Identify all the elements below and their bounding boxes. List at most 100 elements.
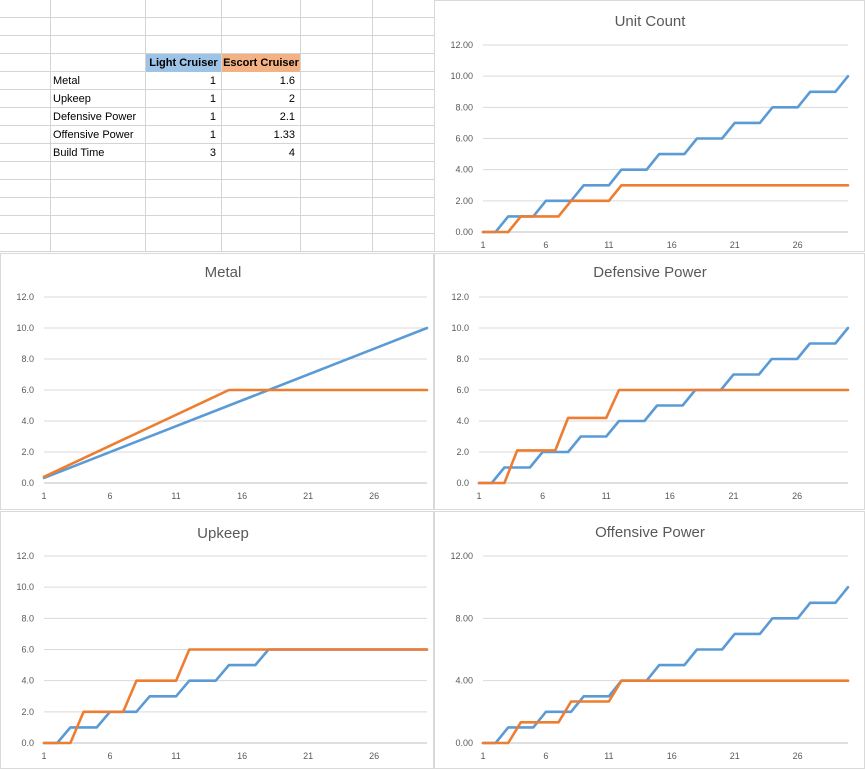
gridline: [0, 17, 434, 18]
y-tick-label: 0.0: [21, 738, 34, 748]
chart-upkeep[interactable]: Upkeep 0.0 2.0 4.0 6.0 8.0 10.0 12.0 1 6 11 16 21 26: [0, 511, 434, 769]
x-tick-label: 26: [369, 491, 379, 501]
y-tick-label: 4.00: [455, 676, 473, 686]
chart-title: Offensive Power: [595, 524, 705, 541]
y-tick-label: 2.00: [455, 196, 473, 206]
chart-unit-count[interactable]: Unit Count 0.00 2.00 4.00 6.00 8.00 10.00 12.0…: [434, 0, 865, 252]
y-tick-label: 10.0: [16, 323, 34, 333]
x-tick-label: 16: [237, 491, 247, 501]
y-tick-label: 10.00: [450, 71, 473, 81]
x-tick-label: 26: [793, 240, 803, 250]
x-tick-label: 21: [730, 240, 740, 250]
series-line-light-cruiser: [42, 648, 429, 745]
gridline: [221, 0, 222, 252]
x-tick-label: 26: [369, 751, 379, 761]
row-label[interactable]: Metal: [53, 75, 80, 87]
x-tick-label: 16: [667, 240, 677, 250]
light-cruiser-value[interactable]: 1: [209, 93, 216, 105]
gridline: [0, 179, 434, 180]
y-tick-label: 0.0: [21, 478, 34, 488]
x-tick-label: 11: [171, 751, 180, 761]
gridline: [0, 89, 434, 90]
y-tick-label: 12.00: [450, 40, 473, 50]
light-cruiser-value[interactable]: 1: [209, 75, 216, 87]
header-light-cruiser[interactable]: Light Cruiser: [146, 54, 221, 72]
y-tick-label: 2.0: [21, 447, 34, 457]
x-tick-label: 6: [543, 240, 548, 250]
x-tick-label: 16: [667, 751, 677, 761]
chart-svg: Unit Count 0.00 2.00 4.00 6.00 8.00 10.00 12.0…: [450, 13, 850, 250]
y-tick-label: 8.0: [456, 354, 469, 364]
x-tick-label: 21: [303, 491, 313, 501]
gridline: [0, 251, 434, 252]
y-tick-label: 8.0: [21, 354, 34, 364]
light-cruiser-value[interactable]: 3: [209, 147, 216, 159]
x-tick-label: 11: [602, 491, 611, 501]
y-tick-label: 8.00: [455, 102, 473, 112]
chart-defensive-power[interactable]: Defensive Power 0.0 2.0 4.0 6.0 8.0 10.0 12.0 1…: [434, 253, 865, 510]
x-tick-label: 1: [476, 491, 481, 501]
gridline: [0, 161, 434, 162]
light-cruiser-value[interactable]: 1: [209, 111, 216, 123]
y-tick-label: 8.0: [21, 613, 34, 623]
x-tick-label: 1: [41, 491, 46, 501]
gridline: [0, 107, 434, 108]
series-line-light-cruiser: [481, 74, 850, 234]
escort-cruiser-value[interactable]: 2: [288, 93, 295, 105]
light-cruiser-value[interactable]: 1: [209, 129, 216, 141]
row-label[interactable]: Build Time: [53, 147, 105, 159]
y-tick-label: 10.0: [451, 323, 469, 333]
x-tick-label: 21: [728, 491, 738, 501]
series-line-light-cruiser: [477, 326, 850, 485]
row-label[interactable]: Upkeep: [53, 93, 91, 105]
row-label[interactable]: Offensive Power: [53, 129, 134, 141]
y-tick-label: 0.00: [455, 738, 473, 748]
y-tick-label: 12.0: [16, 551, 34, 561]
y-tick-label: 4.0: [456, 416, 469, 426]
y-tick-label: 2.0: [21, 707, 34, 717]
chart-svg: Upkeep 0.02.04.06.08.010.012.01 6 11 16 21 26: [16, 525, 429, 761]
chart-metal[interactable]: Metal 0.0 2.0 4.0 6.0 8.0 10.0 12.0 1 6 11 16 21 26: [0, 253, 434, 510]
y-tick-label: 0.00: [455, 227, 473, 237]
row-label[interactable]: Defensive Power: [53, 111, 137, 123]
chart-title: Defensive Power: [593, 264, 706, 281]
chart-title: Metal: [205, 264, 242, 281]
gridline: [372, 0, 373, 252]
y-tick-label: 4.0: [21, 676, 34, 686]
x-tick-label: 11: [604, 751, 613, 761]
gridline: [0, 125, 434, 126]
y-tick-label: 4.00: [455, 165, 473, 175]
series-line-light-cruiser: [42, 326, 429, 480]
series-line-escort-cruiser: [42, 388, 429, 479]
chart-title: Unit Count: [615, 13, 687, 30]
escort-cruiser-value[interactable]: 1.6: [279, 75, 295, 87]
gridline: [0, 233, 434, 234]
escort-cruiser-value[interactable]: 4: [288, 147, 295, 159]
escort-cruiser-value[interactable]: 1.33: [273, 129, 295, 141]
y-tick-label: 8.00: [455, 613, 473, 623]
series-line-escort-cruiser: [481, 184, 850, 234]
x-tick-label: 11: [604, 240, 613, 250]
x-tick-label: 6: [108, 491, 113, 501]
x-tick-label: 1: [480, 240, 485, 250]
x-tick-label: 26: [792, 491, 802, 501]
gridline: [0, 215, 434, 216]
x-tick-label: 11: [171, 491, 180, 501]
x-tick-label: 21: [730, 751, 740, 761]
y-tick-label: 2.0: [456, 447, 469, 457]
y-tick-label: 6.00: [455, 134, 473, 144]
y-tick-label: 12.00: [450, 551, 473, 561]
y-tick-label: 12.0: [16, 292, 34, 302]
header-escort-cruiser[interactable]: Escort Cruiser: [222, 54, 300, 72]
y-tick-label: 12.0: [451, 292, 469, 302]
chart-svg: Defensive Power 0.0 2.0 4.0 6.0 8.0 10.0 12.0 1…: [451, 264, 850, 501]
escort-cruiser-value[interactable]: 2.1: [279, 111, 295, 123]
series-line-escort-cruiser: [42, 648, 429, 745]
chart-offensive-power[interactable]: Offensive Power 0.00 4.00 8.00 12.00 1 6 11 16 2…: [434, 511, 865, 769]
series-line-escort-cruiser: [477, 388, 850, 485]
series-line-light-cruiser: [481, 585, 850, 745]
gridline: [0, 143, 434, 144]
y-tick-label: 0.0: [456, 478, 469, 488]
